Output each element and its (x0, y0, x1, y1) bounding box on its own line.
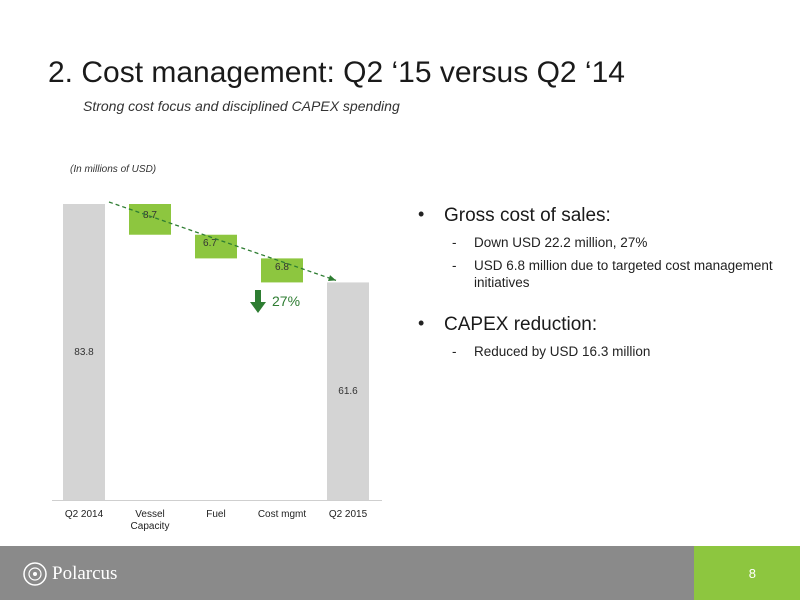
page-subtitle: Strong cost focus and disciplined CAPEX … (83, 98, 400, 114)
bullet-heading: CAPEX reduction: (444, 314, 598, 335)
page-number: 8 (748, 566, 756, 581)
category-label: Vessel Capacity (131, 509, 170, 532)
category-label: Fuel (206, 509, 225, 520)
category-label: Q2 2014 (65, 509, 104, 520)
sub-bullet: - USD 6.8 million due to targeted cost m… (452, 257, 778, 291)
bar-value-label: 8.7 (143, 210, 157, 221)
chart-units-note: (In millions of USD) (70, 164, 157, 175)
change-percent-label: 27% (272, 293, 300, 309)
bullet-list: • Gross cost of sales: - Down USD 22.2 m… (418, 204, 778, 376)
polarcus-logo-icon (23, 562, 47, 586)
bullet-marker: • (418, 313, 425, 333)
sub-marker: - (452, 258, 457, 273)
sub-bullet-text: USD 6.8 million due to targeted cost man… (474, 258, 773, 290)
sub-bullet: - Reduced by USD 16.3 million (452, 343, 778, 360)
sub-marker: - (452, 344, 457, 359)
bullet-heading: Gross cost of sales: (444, 205, 611, 226)
sub-marker: - (452, 235, 457, 250)
bar-value-label: 83.8 (74, 347, 94, 358)
footer-bar: Polarcus 8 (0, 546, 800, 600)
bar-value-label: 6.7 (203, 238, 217, 249)
down-arrow-icon (250, 290, 266, 313)
page-title: 2. Cost management: Q2 ‘15 versus Q2 ‘14 (48, 56, 625, 89)
footer-accent: 8 (694, 546, 800, 600)
decrease-bar (195, 234, 237, 259)
total-bar (327, 282, 369, 500)
trend-line (108, 201, 337, 282)
bar-value-label: 6.8 (275, 262, 289, 273)
bullet-marker: • (418, 204, 425, 224)
total-bar (63, 204, 105, 500)
bullet-gross-cost: • Gross cost of sales: - Down USD 22.2 m… (418, 204, 778, 291)
category-label: Cost mgmt (258, 509, 307, 520)
logo-text: Polarcus (52, 563, 118, 584)
bullet-capex: • CAPEX reduction: - Reduced by USD 16.3… (418, 313, 778, 360)
bar-value-label: 61.6 (338, 386, 358, 397)
sub-bullet: - Down USD 22.2 million, 27% (452, 234, 778, 251)
decrease-bar (129, 204, 171, 235)
category-label: Q2 2015 (329, 509, 368, 520)
sub-bullet-text: Down USD 22.2 million, 27% (474, 235, 648, 250)
sub-bullet-text: Reduced by USD 16.3 million (474, 344, 651, 359)
company-logo: Polarcus (22, 557, 117, 591)
trend-arrowhead (328, 275, 336, 281)
